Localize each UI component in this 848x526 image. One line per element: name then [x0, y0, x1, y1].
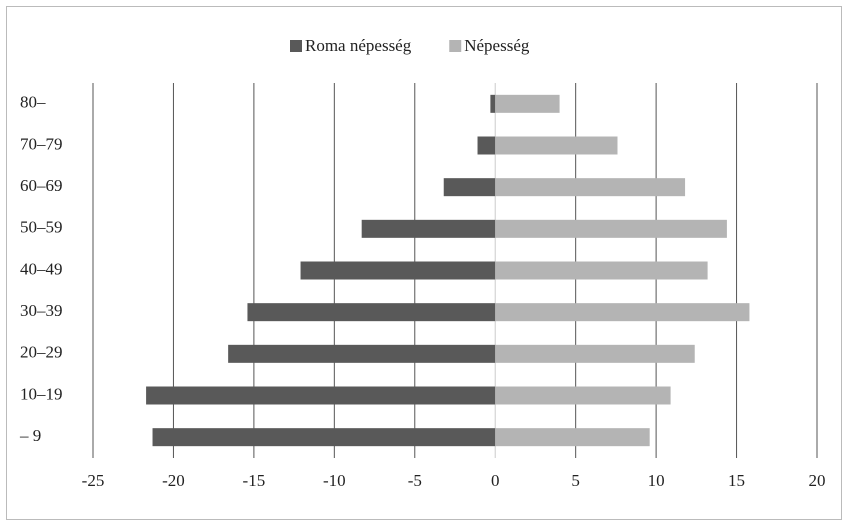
bar [228, 344, 496, 363]
y-tick-label: 40–49 [20, 259, 63, 278]
legend-swatch [290, 40, 302, 52]
x-tick-label: -10 [323, 471, 346, 490]
y-tick-label: 10–19 [20, 384, 63, 403]
x-tick-label: 5 [571, 471, 580, 490]
bar [146, 386, 496, 405]
y-tick-label: 50–59 [20, 218, 63, 237]
legend-label: Népesség [464, 36, 530, 55]
bar [495, 261, 708, 280]
x-tick-label: 0 [491, 471, 500, 490]
y-tick-label: – 9 [19, 426, 41, 445]
bar [152, 428, 496, 447]
x-tick-label: -20 [162, 471, 185, 490]
bar [495, 94, 560, 113]
bar [443, 178, 496, 197]
bar [490, 94, 496, 113]
x-tick-label: 10 [648, 471, 665, 490]
bar [495, 386, 671, 405]
bar [361, 219, 496, 238]
bar [247, 303, 496, 322]
bar [495, 178, 686, 197]
x-tick-label: 20 [809, 471, 826, 490]
bar [300, 261, 496, 280]
x-tick-label: -25 [82, 471, 105, 490]
bar [495, 219, 727, 238]
bar [495, 344, 695, 363]
x-tick-label: -15 [243, 471, 266, 490]
bar [495, 303, 750, 322]
y-tick-label: 60–69 [20, 176, 63, 195]
y-tick-label: 30–39 [20, 301, 63, 320]
y-tick-label: 70–79 [20, 134, 63, 153]
x-tick-label: 15 [728, 471, 745, 490]
y-tick-label: 80– [20, 93, 46, 112]
bar [495, 136, 618, 155]
x-tick-label: -5 [408, 471, 422, 490]
legend-swatch [449, 40, 462, 52]
y-tick-label: 20–29 [20, 343, 63, 362]
bar [495, 428, 650, 447]
legend-label: Roma népesség [305, 36, 412, 55]
bar [477, 136, 496, 155]
